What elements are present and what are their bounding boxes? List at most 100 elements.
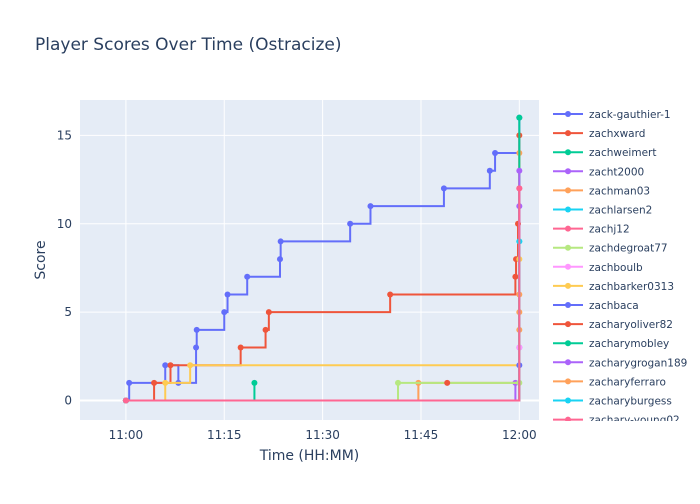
legend-item[interactable]: zachj12	[553, 224, 630, 236]
legend-item[interactable]: zachboulb	[553, 262, 643, 274]
data-point[interactable]	[224, 291, 231, 298]
data-point[interactable]	[265, 309, 272, 316]
data-point[interactable]	[367, 203, 374, 210]
legend-label: zachdegroat77	[589, 243, 668, 255]
data-point[interactable]	[151, 379, 158, 386]
legend-label: zacharyoliver82	[589, 319, 673, 331]
data-point[interactable]	[440, 185, 447, 192]
plot-area	[80, 100, 539, 420]
data-point[interactable]	[486, 167, 493, 174]
data-point[interactable]	[187, 362, 194, 369]
data-point[interactable]	[126, 379, 133, 386]
data-point[interactable]	[516, 167, 523, 174]
legend-swatch-marker	[565, 225, 571, 232]
legend-label: zacharyferraro	[589, 376, 666, 388]
data-point[interactable]	[516, 185, 523, 192]
legend-swatch-marker	[565, 282, 571, 289]
legend-swatch-marker	[565, 397, 571, 404]
legend-label: zachxward	[589, 128, 645, 140]
data-point[interactable]	[516, 114, 523, 121]
series-layer	[122, 114, 523, 404]
legend-label: zachboulb	[589, 262, 643, 274]
data-point[interactable]	[237, 344, 244, 351]
data-point[interactable]	[193, 344, 200, 351]
legend-item[interactable]: zachman03	[553, 185, 650, 197]
data-point[interactable]	[277, 238, 284, 245]
data-point[interactable]	[387, 291, 394, 298]
legend-item[interactable]: zachdegroat77	[553, 243, 668, 255]
legend-swatch-marker	[565, 302, 571, 308]
data-point[interactable]	[122, 397, 129, 404]
legend-item[interactable]: zacharymobley	[553, 338, 669, 350]
series-zacharyoliver82	[444, 379, 451, 386]
chart-title: Player Scores Over Time (Ostracize)	[35, 35, 342, 55]
data-point[interactable]	[251, 379, 258, 386]
data-point[interactable]	[492, 150, 499, 157]
legend-swatch-marker	[565, 340, 571, 347]
legend-item[interactable]: zachxward	[553, 128, 645, 140]
legend-item[interactable]: zacharyoliver82	[553, 319, 673, 331]
data-point[interactable]	[167, 362, 174, 369]
legend-item[interactable]: zacht2000	[553, 166, 644, 178]
legend-label: zack-gauthier-1	[589, 109, 671, 121]
data-point[interactable]	[262, 326, 269, 333]
data-point[interactable]	[162, 362, 169, 369]
legend-label: zachary-young02	[589, 415, 680, 427]
data-point[interactable]	[244, 273, 251, 280]
data-point[interactable]	[512, 273, 519, 280]
legend-item[interactable]: zacharyferraro	[553, 376, 666, 388]
data-point[interactable]	[221, 309, 228, 316]
legend-label: zachweimert	[589, 147, 656, 159]
legend: zack-gauthier-1 zachxward zachweimert zacht…	[548, 100, 700, 427]
legend-swatch-marker	[565, 206, 571, 213]
legend-swatch-marker	[565, 416, 571, 421]
legend-swatch-marker	[565, 149, 571, 156]
legend-swatch-marker	[565, 244, 571, 251]
legend-label: zachlarsen2	[589, 205, 652, 217]
legend-label: zacharygrogan189	[589, 357, 687, 369]
legend-item[interactable]: zack-gauthier-1	[553, 109, 671, 121]
data-point[interactable]	[193, 326, 200, 333]
legend-swatch-marker	[565, 187, 571, 194]
legend-label: zachj12	[589, 224, 630, 236]
y-tick-label: 15	[57, 128, 72, 142]
x-tick-label: 11:15	[207, 428, 242, 442]
legend-swatch-marker	[565, 130, 571, 137]
legend-label: zacharymobley	[589, 338, 669, 350]
data-point[interactable]	[395, 379, 402, 386]
axis-ticks: 0 5 10 15 11:00 11:15 11:30 11:45 12:00	[57, 128, 537, 442]
data-point[interactable]	[444, 379, 451, 386]
y-tick-label: 0	[64, 394, 72, 408]
legend-item[interactable]: zacharyburgess	[553, 396, 672, 408]
legend-item[interactable]: zachary-young02	[553, 415, 680, 427]
data-point[interactable]	[276, 256, 283, 263]
x-tick-label: 11:30	[305, 428, 340, 442]
x-tick-label: 12:00	[502, 428, 537, 442]
data-point[interactable]	[347, 220, 354, 227]
legend-item[interactable]: zachlarsen2	[553, 205, 652, 217]
legend-swatch-marker	[565, 378, 571, 385]
x-tick-label: 11:45	[404, 428, 439, 442]
data-point[interactable]	[162, 379, 169, 386]
y-tick-label: 10	[57, 217, 72, 231]
legend-swatch-marker	[565, 111, 571, 117]
series-line	[125, 188, 521, 402]
legend-label: zacht2000	[589, 166, 644, 178]
x-axis-title: Time (HH:MM)	[259, 448, 360, 464]
legend-label: zacharyburgess	[589, 396, 672, 408]
legend-swatch-marker	[565, 321, 571, 328]
legend-item[interactable]: zachbaca	[553, 300, 639, 312]
x-tick-label: 11:00	[109, 428, 144, 442]
legend-label: zachman03	[589, 185, 650, 197]
series-zachary-young02	[122, 185, 523, 404]
legend-label: zachbaca	[589, 300, 639, 312]
legend-label: zachbarker0313	[589, 281, 674, 293]
legend-swatch-marker	[565, 359, 571, 366]
legend-item[interactable]: zachweimert	[553, 147, 656, 159]
legend-item[interactable]: zacharygrogan189	[553, 357, 687, 369]
legend-item[interactable]: zachbarker0313	[553, 281, 674, 293]
legend-box	[548, 100, 700, 420]
legend-swatch-marker	[565, 168, 571, 175]
